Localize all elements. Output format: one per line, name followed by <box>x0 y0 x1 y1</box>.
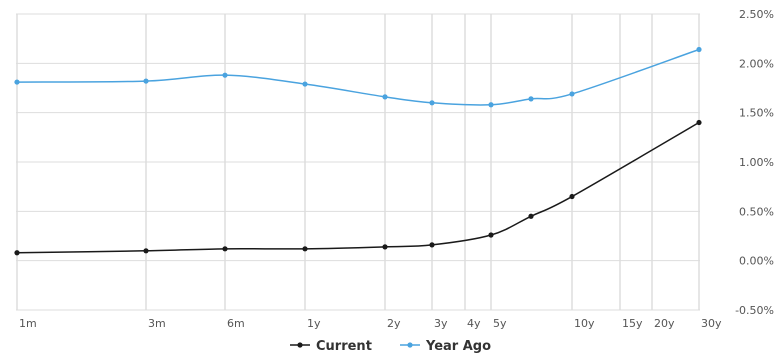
y-tick-label-1.50%: 1.50% <box>739 107 774 120</box>
series-layer <box>14 46 702 256</box>
x-tick-label-3y: 3y <box>434 317 448 330</box>
data-point-1-2y[interactable] <box>382 94 388 100</box>
data-point-1-10y[interactable] <box>569 91 575 97</box>
y-tick-label--0.50%: -0.50% <box>735 304 774 317</box>
legend-marker-0 <box>297 342 303 348</box>
series-year-ago <box>14 46 702 108</box>
x-tick-label-30y: 30y <box>701 317 722 330</box>
x-tick-label-6m: 6m <box>227 317 245 330</box>
data-point-1-3m[interactable] <box>143 78 149 84</box>
y-tick-label-2.50%: 2.50% <box>739 8 774 21</box>
legend-label-0: Current <box>316 339 372 354</box>
data-point-0-7y[interactable] <box>528 213 534 219</box>
data-point-1-3y[interactable] <box>429 100 435 106</box>
data-point-1-6m[interactable] <box>222 72 228 78</box>
y-tick-label-2.00%: 2.00% <box>739 57 774 70</box>
legend-marker-1 <box>407 342 413 348</box>
data-point-0-5y[interactable] <box>488 232 494 238</box>
data-point-0-1m[interactable] <box>14 250 20 256</box>
data-point-1-1m[interactable] <box>14 79 20 85</box>
legend-label-1: Year Ago <box>425 339 491 354</box>
legend-item-current[interactable]: Current <box>290 339 372 354</box>
x-tick-label-2y: 2y <box>387 317 401 330</box>
x-axis-tick-labels: 1m 3m 6m 1y 2y 3y 4y 5y 10y 15y 20y 30y <box>19 317 722 330</box>
series-current <box>14 119 702 256</box>
y-tick-label-0.50%: 0.50% <box>739 205 774 218</box>
data-point-1-5y[interactable] <box>488 102 494 108</box>
x-tick-label-15y: 15y <box>622 317 643 330</box>
x-tick-label-1y: 1y <box>307 317 321 330</box>
horizontal-gridlines <box>16 13 700 311</box>
data-point-0-3m[interactable] <box>143 248 149 254</box>
data-point-0-2y[interactable] <box>382 244 388 250</box>
x-tick-label-4y: 4y <box>467 317 481 330</box>
x-tick-label-20y: 20y <box>654 317 675 330</box>
series-line-0 <box>16 121 700 254</box>
data-point-1-7y[interactable] <box>528 96 534 102</box>
series-line-1 <box>16 48 700 106</box>
x-tick-label-3m: 3m <box>148 317 166 330</box>
x-tick-label-5y: 5y <box>493 317 507 330</box>
data-point-0-1y[interactable] <box>302 246 308 252</box>
data-point-0-30y[interactable] <box>696 119 702 126</box>
legend-item-year-ago[interactable]: Year Ago <box>400 339 491 354</box>
x-tick-label-1m: 1m <box>19 317 37 330</box>
data-point-0-6m[interactable] <box>222 246 228 252</box>
y-axis-tick-labels: 2.50% 2.00% 1.50% 1.00% 0.50% 0.00% -0.50% <box>735 8 774 317</box>
legend: Current Year Ago <box>290 339 491 354</box>
data-point-0-10y[interactable] <box>569 193 575 200</box>
y-tick-label-1.00%: 1.00% <box>739 156 774 169</box>
x-tick-label-10y: 10y <box>574 317 595 330</box>
data-point-1-30y[interactable] <box>696 46 702 53</box>
y-tick-label-0.00%: 0.00% <box>739 255 774 268</box>
data-point-1-1y[interactable] <box>302 81 308 87</box>
data-point-0-3y[interactable] <box>429 242 435 248</box>
